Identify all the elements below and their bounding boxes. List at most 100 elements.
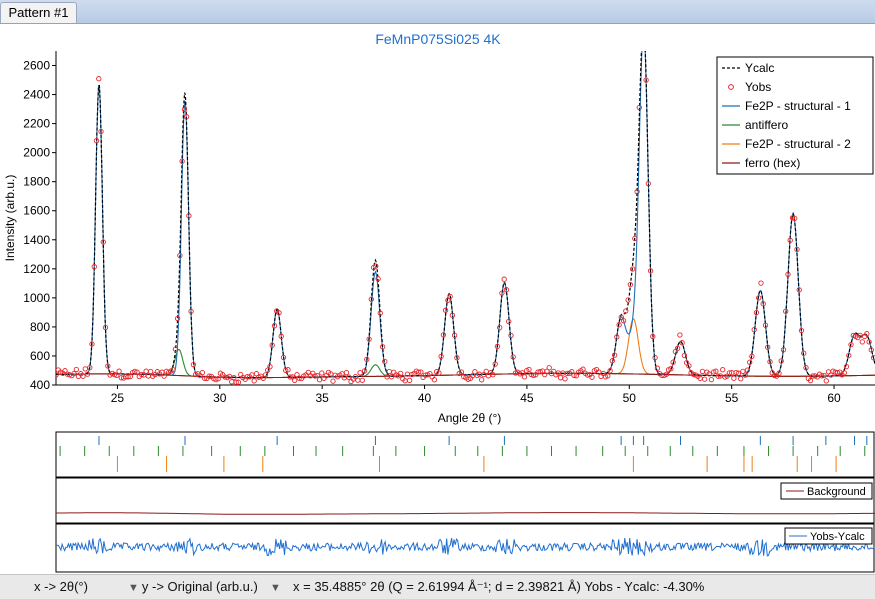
yobs-point	[215, 376, 221, 382]
yobs-point	[643, 77, 649, 83]
yobs-point	[330, 378, 336, 384]
tab-pattern-1[interactable]: Pattern #1	[0, 2, 77, 23]
yobs-point	[186, 213, 192, 219]
yobs-point	[726, 370, 733, 376]
yobs-point	[183, 114, 190, 120]
readout-dropdown-icon[interactable]: ▼	[270, 582, 281, 594]
yobs-point	[738, 376, 744, 382]
yobs-point	[650, 333, 656, 340]
yobs-point	[357, 370, 363, 376]
x-axis-mode[interactable]: x -> 2θ(°)	[34, 579, 88, 594]
yobs-point	[848, 341, 854, 348]
yobs-point	[343, 369, 350, 376]
yobs-point	[492, 361, 498, 367]
yobs-point	[846, 352, 852, 359]
yobs-point	[445, 297, 451, 303]
yobs-point	[93, 138, 100, 144]
legend-label: Fe2P - structural - 1	[745, 99, 851, 113]
yobs-point	[715, 373, 721, 379]
difference-legend-box	[784, 527, 873, 545]
yobs-point	[783, 308, 789, 314]
yobs-point	[589, 374, 595, 380]
yobs-point	[262, 372, 269, 378]
yobs-point	[611, 352, 618, 358]
yobs-point	[472, 369, 478, 375]
yobs-point	[373, 263, 379, 269]
yobs-point	[758, 280, 764, 286]
yobs-point	[280, 354, 287, 361]
dropdown-triangle-icon: ▼	[128, 582, 139, 594]
yobs-point	[319, 370, 325, 376]
yobs-point	[663, 371, 670, 377]
tab-bar: Pattern #1	[0, 0, 875, 24]
legend-label: antiffero	[745, 118, 788, 132]
yobs-point	[636, 104, 642, 111]
x-tick-label: 35	[315, 391, 329, 405]
yobs-point	[98, 128, 104, 135]
yobs-point	[100, 239, 106, 245]
yobs-point	[346, 374, 352, 380]
y-axis-mode-dropdown[interactable]: ▼ y -> Original (arb.u.)	[128, 579, 258, 594]
yobs-point	[699, 368, 706, 375]
yobs-point	[859, 339, 865, 345]
yobs-point	[125, 374, 131, 380]
yobs-point	[792, 215, 798, 222]
yobs-point	[355, 377, 361, 383]
yobs-point	[864, 331, 870, 337]
y-tick-label: 600	[30, 349, 50, 363]
yobs-point	[753, 309, 760, 316]
yobs-point	[681, 352, 688, 359]
yobs-point	[134, 369, 140, 375]
yobs-point	[647, 268, 654, 274]
background-legend-label: Background	[807, 486, 866, 498]
plot-area	[56, 51, 875, 385]
yobs-point	[735, 370, 742, 376]
yobs-point	[415, 369, 422, 375]
x-tick-label: 45	[520, 391, 534, 405]
yobs-point	[562, 376, 568, 382]
yobs-point	[503, 287, 510, 293]
yobs-point	[794, 246, 800, 253]
yobs-point	[451, 332, 458, 338]
yobs-point	[652, 354, 658, 361]
yobs-point	[276, 310, 282, 316]
yobs-point	[679, 340, 685, 346]
background-curve	[56, 512, 875, 515]
yobs-point	[438, 353, 444, 360]
yobs-point	[618, 314, 624, 320]
yobs-point	[91, 264, 97, 270]
yobs-point	[143, 368, 149, 374]
y-tick-label: 1600	[23, 204, 50, 218]
yobs-point	[102, 324, 109, 331]
cursor-readout: x = 35.4885° 2θ (Q = 2.61994 Å⁻¹; d = 2.…	[293, 579, 705, 594]
yobs-point	[442, 307, 449, 313]
yobs-point	[749, 353, 755, 360]
yobs-point	[278, 333, 284, 339]
yobs-point	[235, 379, 242, 385]
yobs-point	[359, 377, 365, 383]
yobs-point	[690, 371, 697, 377]
pattern-plot[interactable]: FeMnP075Si025 4K 400 600 800 1000 1200 1400 160…	[0, 24, 875, 574]
yobs-point	[708, 376, 715, 383]
yobs-point	[368, 296, 374, 302]
yobs-point	[819, 373, 825, 379]
yobs-point	[756, 295, 762, 301]
yobs-point	[170, 367, 176, 373]
yobs-point	[71, 370, 77, 377]
yobs-point	[843, 363, 850, 370]
yobs-point	[440, 332, 447, 338]
y-tick-label: 2000	[23, 146, 50, 160]
x-tick-label: 30	[213, 391, 227, 405]
yobs-point	[801, 350, 807, 356]
yobs-point	[479, 377, 485, 383]
yobs-point	[789, 215, 796, 221]
yobs-point	[598, 373, 604, 380]
yobs-point	[328, 371, 334, 377]
legend-label: Yobs	[745, 80, 771, 94]
yobs-point	[629, 266, 636, 272]
yobs-point	[564, 370, 570, 377]
yobs-point	[798, 327, 805, 334]
yobs-point	[314, 372, 320, 379]
yobs-point	[823, 378, 829, 384]
yobs-point	[821, 372, 827, 379]
